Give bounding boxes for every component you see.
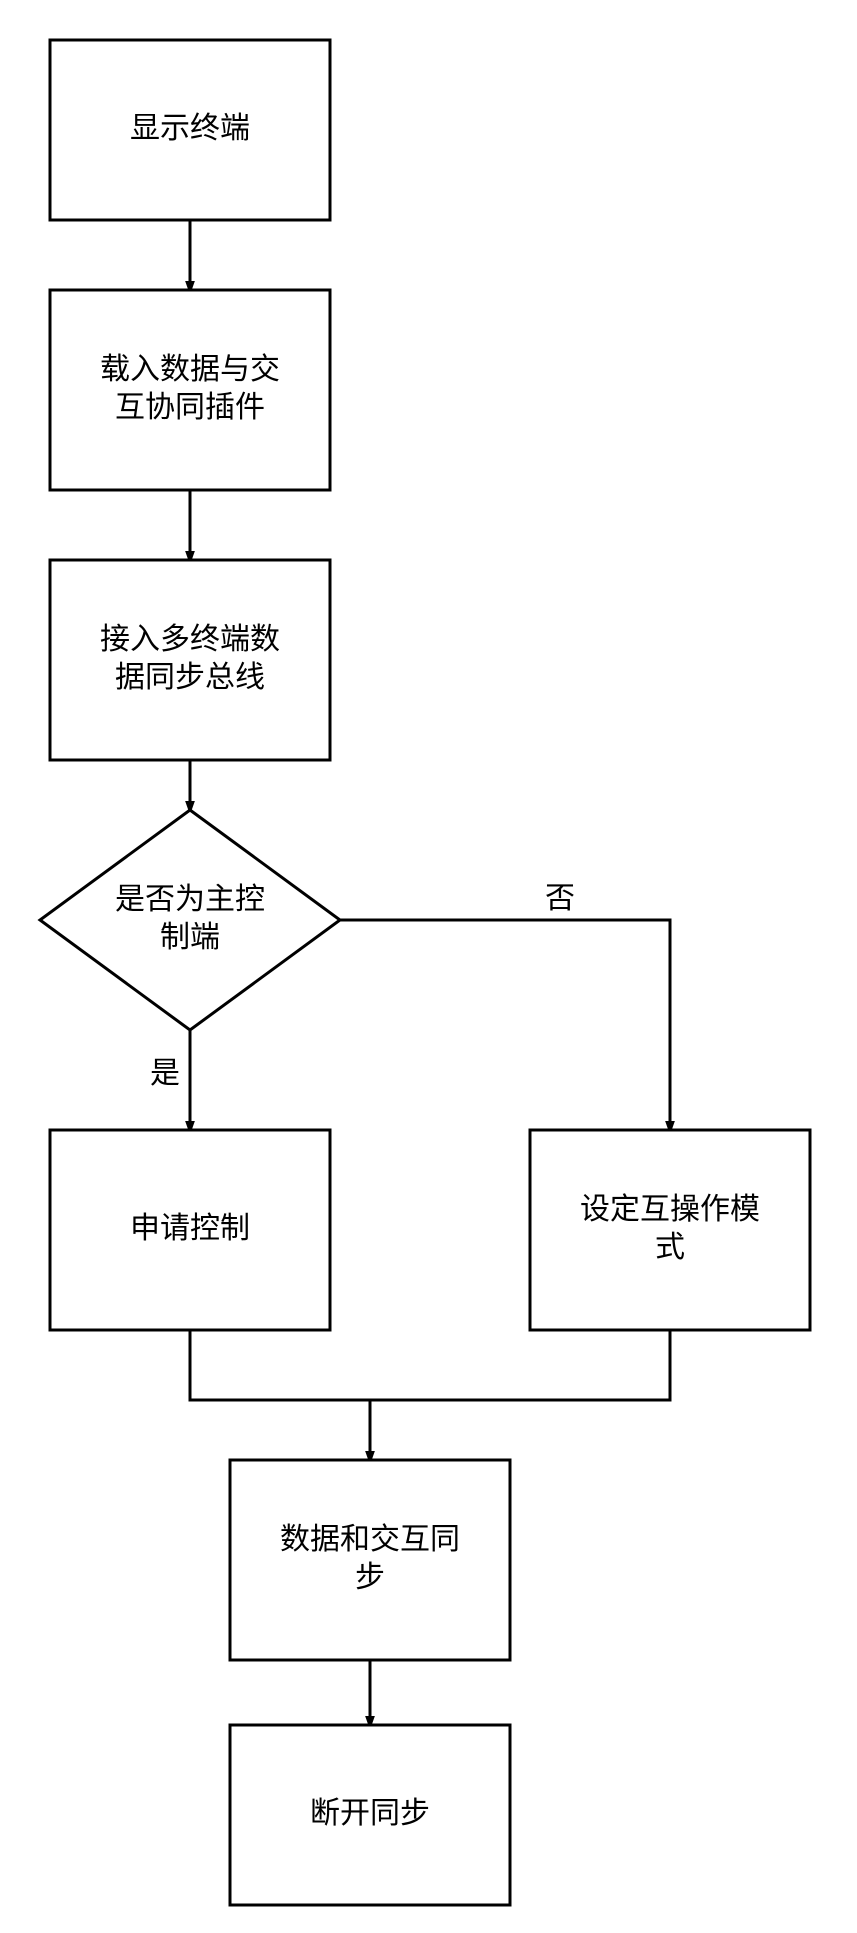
- edge-e5: [340, 920, 670, 1130]
- node-label-n3-line1: 据同步总线: [115, 661, 265, 694]
- node-label-n4-line0: 是否为主控: [115, 883, 265, 916]
- node-label-n2-line0: 载入数据与交: [100, 353, 280, 386]
- node-label-n2-line1: 互协同插件: [115, 391, 265, 424]
- node-label-n8-line0: 断开同步: [310, 1797, 430, 1830]
- node-label-n1-line0: 显示终端: [130, 112, 250, 145]
- flowchart-canvas: 是 否 显示终端载入数据与交互协同插件接入多终端数据同步总线是否为主控制端申请控制 设…: [0, 0, 857, 1933]
- edge-label-e5: 否: [545, 882, 575, 915]
- node-label-n6-line1: 式: [655, 1231, 685, 1264]
- node-label-n7-line0: 数据和交互同: [280, 1523, 460, 1556]
- node-label-n6-line0: 设定互操作模: [580, 1193, 760, 1226]
- node-label-n4-line1: 制端: [160, 921, 220, 954]
- node-label-n7-line1: 步: [355, 1561, 385, 1594]
- node-label-n5-line0: 申请控制: [130, 1212, 250, 1245]
- edge-e6: [190, 1330, 370, 1460]
- edge-e7: [370, 1330, 670, 1400]
- node-label-n3-line0: 接入多终端数: [100, 623, 280, 656]
- edge-label-e4: 是: [150, 1057, 180, 1090]
